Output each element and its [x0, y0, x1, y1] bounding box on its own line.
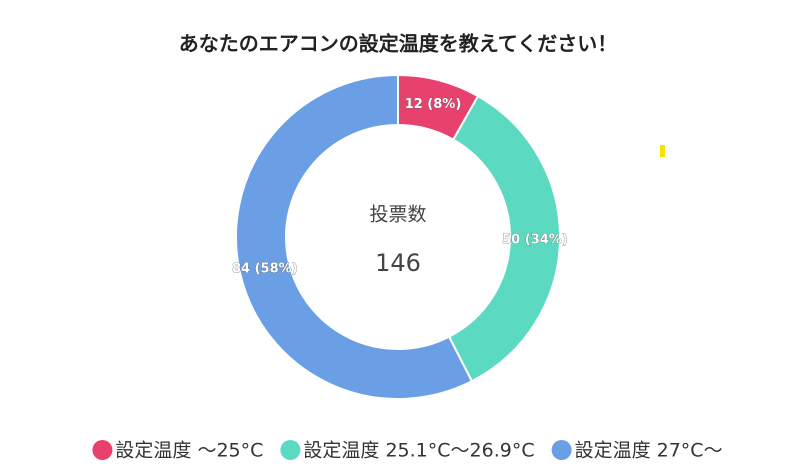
data-label: 50 (34%)	[502, 232, 568, 247]
legend-marker	[92, 440, 113, 460]
decoration	[660, 145, 665, 157]
donut-segment	[235, 73, 474, 400]
legend-marker	[551, 440, 572, 460]
legend-marker	[280, 440, 301, 460]
center-label: 投票数	[369, 204, 426, 226]
center-total: 146	[375, 249, 421, 277]
chart-title: あなたのエアコンの設定温度を教えてください！	[179, 32, 617, 56]
legend-label: 設定温度 〜25°C	[115, 440, 263, 462]
donut-segment	[447, 94, 561, 383]
data-label: 84 (58%)	[232, 262, 298, 277]
data-label: 12 (8%)	[405, 97, 462, 112]
legend-label: 設定温度 27°C〜	[575, 440, 723, 462]
legend-label: 設定温度 25.1°C〜26.9°C	[303, 440, 534, 462]
